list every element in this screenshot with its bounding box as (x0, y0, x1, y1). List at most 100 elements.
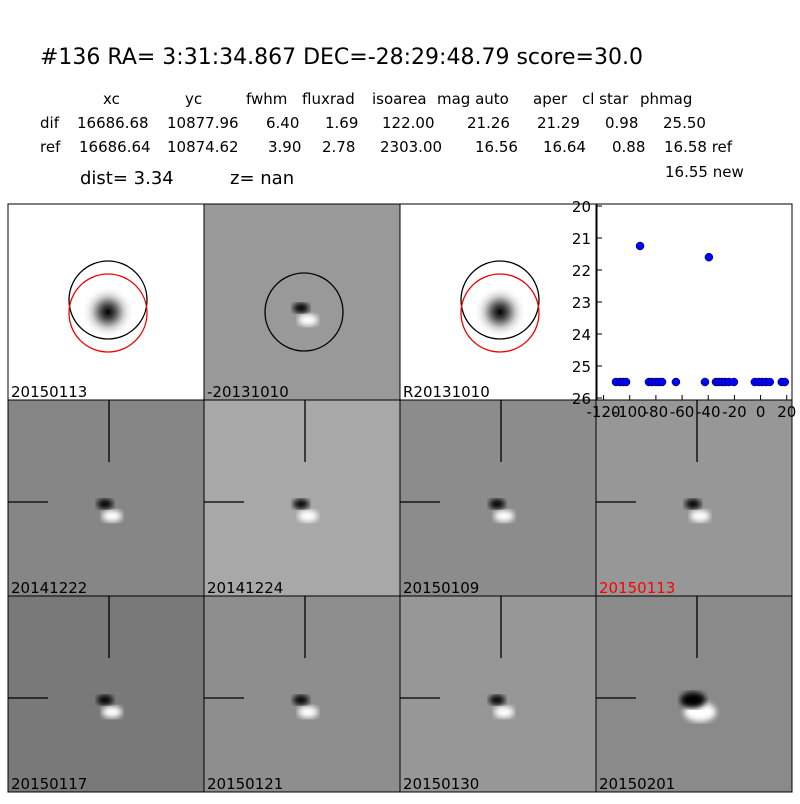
column-header: yc (185, 90, 202, 108)
x-tick-label: -20 (722, 403, 747, 421)
x-tick-label: -120 (587, 403, 621, 421)
y-tick-label: 23 (572, 294, 591, 312)
table-cell: 21.29 (537, 114, 580, 132)
column-header: cl star (582, 90, 629, 108)
point (621, 377, 631, 387)
y-tick-label: 20 (572, 198, 591, 216)
y-tick-label: 26 (572, 390, 591, 408)
table-cell: 10874.62 (167, 138, 239, 156)
aperture (460, 260, 540, 340)
aperture (264, 272, 344, 352)
table-cell: 6.40 (266, 114, 299, 132)
table-cell: 16.64 (543, 138, 586, 156)
x-tick-label: 0 (756, 403, 766, 421)
dipole-white (494, 706, 514, 718)
table-cell: 16.58 ref (664, 138, 733, 156)
dist: dist= 3.34 (80, 168, 174, 189)
aperture-red (460, 273, 540, 353)
panel-label: 20150130 (403, 775, 479, 793)
dipole-white (298, 314, 318, 326)
column-header: mag auto (437, 90, 509, 108)
dipole-black (293, 499, 309, 509)
star (474, 286, 526, 338)
y-tick-label: 22 (572, 262, 591, 280)
panel-label: 20150121 (207, 775, 283, 793)
panel (203, 399, 401, 597)
chart: 20 21 22 23 24 25 26-120-100-80 -60 -40 -20 0 20 (572, 198, 796, 421)
panel (203, 203, 401, 401)
z: z= nan (230, 168, 294, 189)
point (635, 241, 645, 251)
point (729, 377, 739, 387)
table-cell: 3.90 (268, 138, 301, 156)
panel (399, 595, 597, 793)
panel (595, 399, 793, 597)
table-cell: 16686.68 (77, 114, 149, 132)
dipole-white (494, 510, 514, 522)
dipole-black (489, 695, 505, 705)
table-cell: 16686.64 (79, 138, 151, 156)
star (82, 286, 134, 338)
x-tick-label: -100 (613, 403, 647, 421)
extra: 16.55 new (665, 163, 744, 181)
column-header: fluxrad (302, 90, 355, 108)
panel-label: 20150201 (599, 775, 675, 793)
table-cell: 1.69 (325, 114, 358, 132)
table-cell: ref (40, 138, 61, 156)
dipole-white (102, 510, 122, 522)
dipole-black (97, 499, 113, 509)
x-tick-label: -80 (644, 403, 669, 421)
table-cell: dif (40, 114, 60, 132)
table-cell: 16.56 (475, 138, 518, 156)
table-cell: 21.26 (467, 114, 510, 132)
dipole-black (97, 695, 113, 705)
panel-label: 20141222 (11, 579, 87, 597)
column-header: xc (103, 90, 120, 108)
panel (203, 595, 401, 793)
dipole-white (690, 510, 710, 522)
aperture-red (68, 273, 148, 353)
dipole-white (102, 706, 122, 718)
aperture (68, 260, 148, 340)
table-cell: 2.78 (322, 138, 355, 156)
panel-label: 20150113 (599, 579, 675, 597)
column-header: aper (533, 90, 568, 108)
dipole-white (298, 510, 318, 522)
title: #136 RA= 3:31:34.867 DEC=-28:29:48.79 sc… (40, 45, 643, 70)
table-cell: 10877.96 (167, 114, 239, 132)
point (765, 377, 775, 387)
panel (7, 399, 205, 597)
y-tick-label: 21 (572, 230, 591, 248)
panel-label: -20131010 (207, 383, 289, 401)
panel-label: 20150109 (403, 579, 479, 597)
plot-area (596, 203, 793, 401)
dipole-white (298, 706, 318, 718)
table-cell: 25.50 (663, 114, 706, 132)
x-tick-label: 20 (777, 403, 796, 421)
y-tick-label: 25 (572, 358, 591, 376)
dipole-black (293, 303, 309, 313)
point (780, 377, 790, 387)
dipole-black (680, 692, 706, 708)
table-cell: 0.98 (605, 114, 638, 132)
column-header: fwhm (246, 90, 287, 108)
panel (7, 595, 205, 793)
point (704, 252, 714, 262)
dipole-black (293, 695, 309, 705)
panel-label: R20131010 (403, 383, 490, 401)
point (671, 377, 681, 387)
panel-label: 20141224 (207, 579, 283, 597)
y-tick-label: 24 (572, 326, 591, 344)
column-header: isoarea (372, 90, 427, 108)
x-tick-label: -40 (696, 403, 721, 421)
dipole-black (685, 499, 701, 509)
x-tick-label: -60 (670, 403, 695, 421)
table-cell: 122.00 (382, 114, 435, 132)
column-header: phmag (640, 90, 692, 108)
point (657, 377, 667, 387)
table-cell: 0.88 (612, 138, 645, 156)
point (700, 377, 710, 387)
panel-label: 20150113 (11, 383, 87, 401)
table-cell: 2303.00 (380, 138, 442, 156)
